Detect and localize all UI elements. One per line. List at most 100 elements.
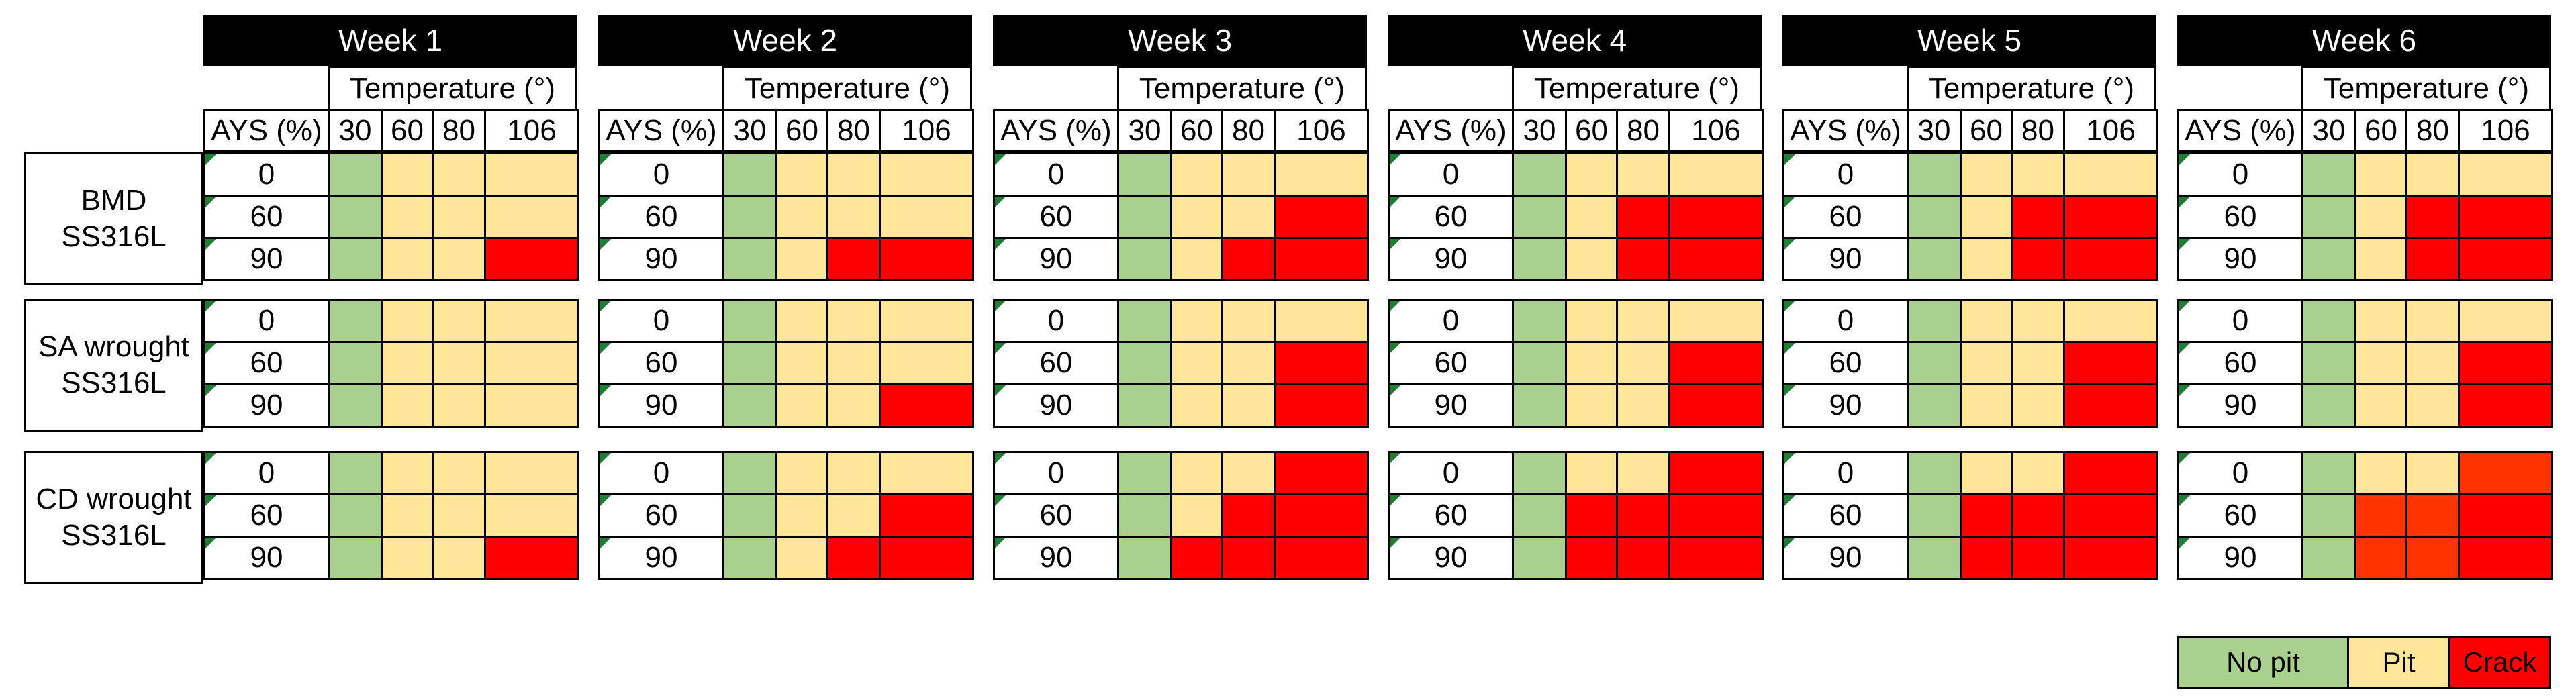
result-cell <box>1221 237 1276 281</box>
comment-triangle-icon <box>2180 454 2190 464</box>
result-group-3: 0 60 90 <box>2177 451 2553 580</box>
ays-value-cell: 0 <box>993 451 1119 495</box>
result-group-1: 0 60 90 <box>598 152 974 281</box>
ays-value-cell: 60 <box>1388 195 1514 239</box>
material-label-line: SS316L <box>61 519 166 552</box>
ays-value-cell: 0 <box>993 152 1119 197</box>
result-cell <box>1221 451 1276 495</box>
result-cell <box>1907 237 1962 281</box>
result-cell <box>1221 536 1276 580</box>
result-cell <box>1616 451 1670 495</box>
comment-triangle-icon <box>206 344 216 354</box>
result-cell <box>1668 451 1764 495</box>
result-cell <box>2063 493 2158 538</box>
result-cell <box>2063 299 2158 343</box>
result-cell <box>879 341 974 385</box>
result-cell <box>1960 536 2013 580</box>
ays-value-cell: 60 <box>1782 195 1909 239</box>
comment-triangle-icon <box>206 240 216 250</box>
comment-triangle-icon <box>1785 240 1795 250</box>
result-cell <box>1221 341 1276 385</box>
result-cell <box>826 536 881 580</box>
week-title: Week 3 <box>993 15 1367 66</box>
comment-triangle-icon <box>206 454 216 464</box>
result-cell <box>328 195 383 239</box>
result-group-3: 0 60 90 <box>203 451 579 580</box>
result-cell <box>1117 451 1172 495</box>
comment-triangle-icon <box>996 496 1006 506</box>
result-cell <box>1907 383 1962 428</box>
result-cell <box>2405 237 2460 281</box>
result-cell <box>1907 341 1962 385</box>
ays-value-cell: 90 <box>993 536 1119 580</box>
temp-col-header: 60 <box>1960 109 2013 152</box>
comment-triangle-icon <box>996 386 1006 396</box>
result-cell <box>775 152 828 197</box>
result-cell <box>432 152 486 197</box>
comment-triangle-icon <box>601 386 611 396</box>
result-cell <box>879 195 974 239</box>
temp-col-header: 30 <box>1512 109 1567 152</box>
ays-value-cell: 60 <box>598 195 724 239</box>
temp-col-header: 60 <box>381 109 434 152</box>
result-cell <box>1221 299 1276 343</box>
temperature-header: Temperature (°) <box>722 66 972 111</box>
result-cell <box>1274 195 1369 239</box>
week-table-6: Week 6 Temperature (°) AYS (%) 30 60 80 106 0 60… <box>2177 15 2553 587</box>
legend-item-no-pit: No pit <box>2179 638 2347 687</box>
temp-col-header: 80 <box>826 109 881 152</box>
comment-triangle-icon <box>601 496 611 506</box>
result-cell <box>1907 152 1962 197</box>
result-cell <box>1907 299 1962 343</box>
temperature-header: Temperature (°) <box>1117 66 1367 111</box>
week-table-2: Week 2 Temperature (°) AYS (%) 30 60 80 106 0 60… <box>598 15 974 587</box>
result-cell <box>2063 237 2158 281</box>
comment-triangle-icon <box>1785 386 1795 396</box>
result-group-2: 0 60 90 <box>598 299 974 428</box>
result-cell <box>1512 383 1567 428</box>
result-cell <box>2011 299 2065 343</box>
result-cell <box>775 341 828 385</box>
result-cell <box>775 451 828 495</box>
result-cell <box>1668 152 1764 197</box>
ays-value-cell: 0 <box>203 299 330 343</box>
result-cell <box>2011 451 2065 495</box>
result-cell <box>2405 152 2460 197</box>
ays-header: AYS (%) <box>993 109 1119 152</box>
result-cell <box>1960 383 2013 428</box>
comment-triangle-icon <box>1785 344 1795 354</box>
column-header-row: AYS (%) 30 60 80 106 <box>1388 109 1764 152</box>
ays-value-cell: 60 <box>1388 341 1514 385</box>
comment-triangle-icon <box>601 454 611 464</box>
result-cell <box>1668 383 1764 428</box>
temperature-header: Temperature (°) <box>1907 66 2156 111</box>
result-cell <box>2354 383 2407 428</box>
result-cell <box>826 493 881 538</box>
result-cell <box>2458 237 2553 281</box>
ays-value-cell: 90 <box>203 237 330 281</box>
temp-col-header: 60 <box>1170 109 1223 152</box>
comment-triangle-icon <box>601 301 611 311</box>
result-cell <box>1616 341 1670 385</box>
result-cell <box>484 536 579 580</box>
result-cell <box>2354 451 2407 495</box>
result-cell <box>1565 195 1618 239</box>
comment-triangle-icon <box>2180 496 2190 506</box>
comment-triangle-icon <box>1785 454 1795 464</box>
comment-triangle-icon <box>1390 386 1400 396</box>
ays-value-cell: 90 <box>1388 383 1514 428</box>
result-cell <box>484 341 579 385</box>
comment-triangle-icon <box>1785 197 1795 207</box>
result-group-3: 0 60 90 <box>1388 451 1764 580</box>
ays-value-cell: 60 <box>203 341 330 385</box>
column-header-row: AYS (%) 30 60 80 106 <box>2177 109 2553 152</box>
ays-value-cell: 0 <box>2177 451 2303 495</box>
result-cell <box>2458 299 2553 343</box>
result-cell <box>1960 451 2013 495</box>
result-cell <box>1616 152 1670 197</box>
ays-value-cell: 0 <box>203 451 330 495</box>
result-cell <box>879 383 974 428</box>
result-cell <box>1960 493 2013 538</box>
result-cell <box>381 451 434 495</box>
result-cell <box>1960 237 2013 281</box>
